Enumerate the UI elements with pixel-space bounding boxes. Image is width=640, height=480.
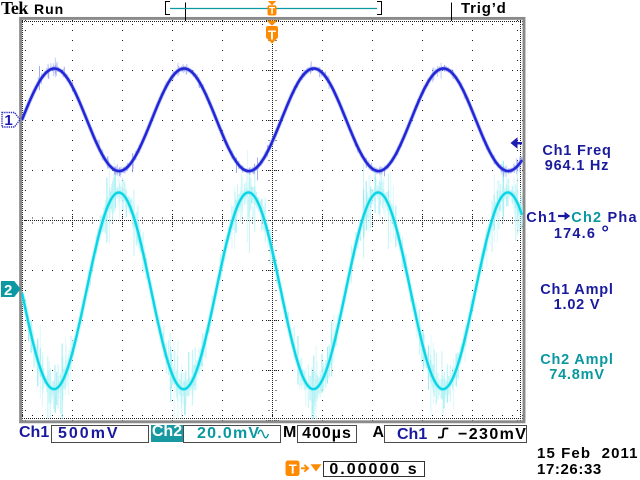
svg-text:T: T bbox=[268, 28, 276, 43]
svg-text:T: T bbox=[269, 6, 275, 17]
svg-text:2: 2 bbox=[4, 282, 12, 299]
svg-text:T: T bbox=[289, 462, 297, 477]
svg-text:1: 1 bbox=[4, 112, 12, 129]
